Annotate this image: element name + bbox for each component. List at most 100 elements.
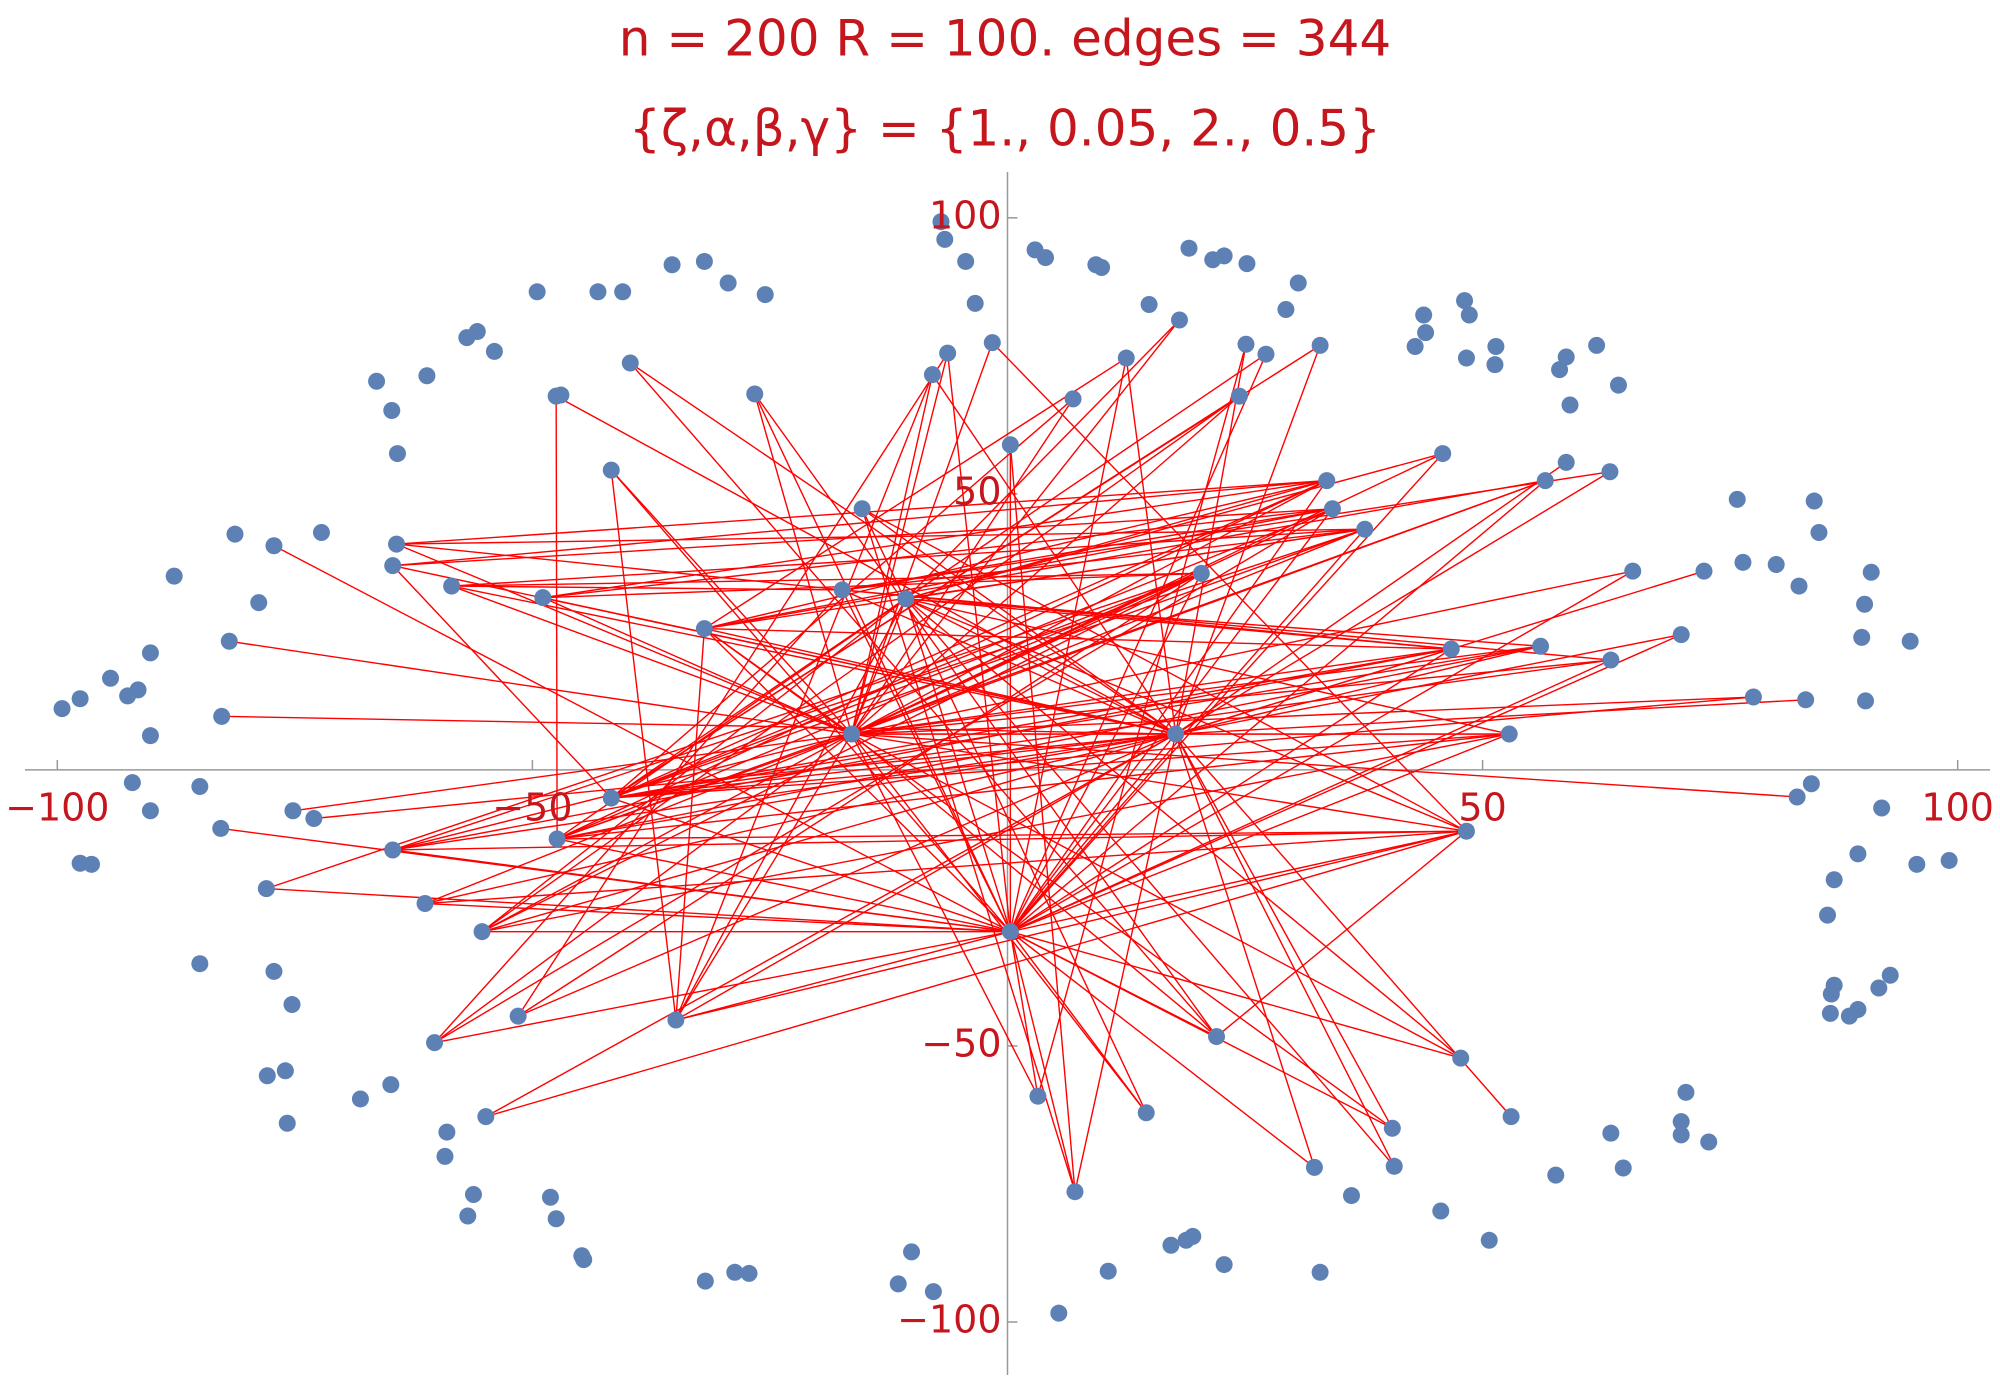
point <box>1230 387 1248 405</box>
point <box>1536 472 1554 490</box>
x-tick-label: −100 <box>5 785 109 829</box>
point <box>1323 500 1341 518</box>
edge <box>392 508 1333 567</box>
point <box>695 620 713 638</box>
edge <box>675 374 934 1021</box>
edge <box>611 696 1754 799</box>
point <box>1311 336 1329 354</box>
x-tick-label: 100 <box>1921 785 1994 829</box>
point <box>141 727 159 745</box>
point <box>614 283 632 301</box>
point <box>53 700 71 718</box>
edge <box>1175 645 1541 735</box>
edge <box>451 528 1365 587</box>
edge <box>704 508 1333 630</box>
edge <box>221 715 1176 735</box>
edge <box>1010 830 1467 933</box>
point <box>1908 855 1926 873</box>
point <box>1614 1159 1632 1177</box>
edge <box>675 930 1011 1021</box>
point <box>1853 628 1871 646</box>
edge <box>556 479 1328 840</box>
point <box>1289 274 1307 292</box>
point <box>212 819 230 837</box>
edge <box>610 344 1321 799</box>
point <box>1551 361 1569 379</box>
edge <box>485 830 1467 1118</box>
point <box>1383 1119 1401 1137</box>
edge <box>704 479 1546 630</box>
point <box>924 1283 942 1301</box>
point <box>458 329 476 347</box>
y-tick-label: −100 <box>897 1297 1001 1341</box>
point <box>213 707 231 725</box>
edge <box>542 597 852 735</box>
point <box>936 230 954 248</box>
edge <box>451 572 1202 587</box>
point <box>843 725 861 743</box>
edge <box>704 528 1365 630</box>
edge <box>392 830 1467 851</box>
point <box>1487 337 1505 355</box>
edge <box>555 396 558 839</box>
point <box>129 681 147 699</box>
point <box>1825 871 1843 889</box>
point <box>602 461 620 479</box>
edge <box>1009 931 1315 1168</box>
point <box>1810 524 1828 542</box>
edge <box>1010 930 1461 1059</box>
point <box>1204 251 1222 269</box>
edge <box>556 645 1541 840</box>
edge <box>517 733 1176 1017</box>
edge <box>424 733 852 905</box>
point <box>983 334 1001 352</box>
point <box>351 1090 369 1108</box>
edge <box>1010 659 1612 933</box>
point <box>1672 626 1690 644</box>
edge <box>851 570 1633 735</box>
point <box>459 1207 477 1225</box>
edge <box>1009 733 1177 933</box>
point <box>384 841 402 859</box>
edge <box>851 645 1541 735</box>
point <box>621 354 639 372</box>
point <box>1170 311 1188 329</box>
point <box>1819 906 1837 924</box>
point <box>1415 306 1433 324</box>
point <box>312 524 330 542</box>
point <box>191 955 209 973</box>
edge <box>485 733 1177 1118</box>
point <box>220 632 238 650</box>
point <box>1802 775 1820 793</box>
edge <box>542 508 1333 599</box>
edge <box>1216 830 1467 1038</box>
point <box>305 809 323 827</box>
edge <box>542 479 1327 599</box>
edge <box>610 469 1011 933</box>
point <box>1001 923 1019 941</box>
edge <box>611 797 1011 933</box>
point <box>1502 1108 1520 1126</box>
point <box>436 1147 454 1165</box>
edge <box>266 887 1011 933</box>
chart-subtitle: {ζ,α,β,γ} = {1., 0.05, 2., 0.5} <box>629 100 1381 158</box>
edge <box>1009 573 1202 933</box>
edge <box>434 930 1011 1044</box>
point <box>1849 845 1867 863</box>
point <box>141 644 159 662</box>
point <box>1184 1227 1202 1245</box>
point <box>265 537 283 555</box>
edge <box>610 469 853 735</box>
point <box>284 802 302 820</box>
points <box>53 213 1958 1322</box>
point <box>1790 577 1808 595</box>
point <box>1486 356 1504 374</box>
point <box>464 1185 482 1203</box>
point <box>889 1275 907 1293</box>
point <box>1870 979 1888 997</box>
point <box>1901 632 1919 650</box>
point <box>1767 556 1785 574</box>
edge <box>392 733 852 851</box>
point <box>1442 640 1460 658</box>
point <box>575 1251 593 1269</box>
